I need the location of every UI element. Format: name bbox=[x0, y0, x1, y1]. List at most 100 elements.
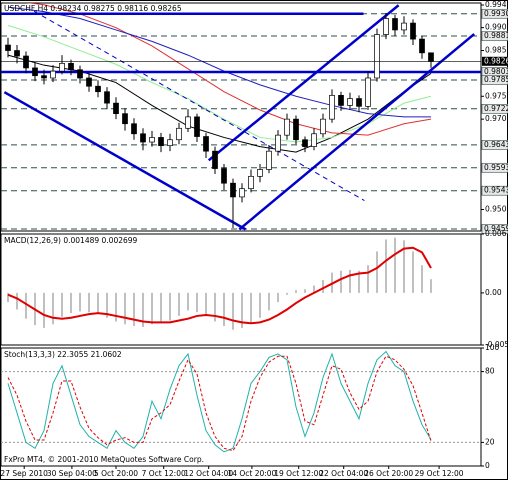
level-label: 0.96437 bbox=[484, 140, 508, 149]
level-label-box bbox=[481, 185, 508, 196]
level-label: 0.98032 bbox=[484, 67, 508, 76]
candle-body bbox=[194, 116, 200, 137]
macd-signal bbox=[7, 246, 432, 325]
level-label-box bbox=[481, 224, 508, 234]
candle-body bbox=[392, 18, 398, 31]
candle-body bbox=[401, 22, 407, 31]
candle-body bbox=[311, 133, 317, 147]
x-tick-label: 26 Oct 20:00 bbox=[364, 469, 413, 478]
price-title: USDCHF,H4 0.98234 0.98275 0.98116 0.9826… bbox=[4, 4, 182, 13]
candle-body bbox=[302, 139, 308, 147]
level-label: 0.94599 bbox=[484, 224, 508, 233]
level-label: 0.99304 bbox=[484, 9, 508, 18]
candle-body bbox=[347, 98, 353, 106]
candle-body bbox=[275, 134, 281, 152]
candle-body bbox=[410, 22, 416, 40]
candle-body bbox=[419, 38, 425, 54]
y-tick-label: 0.99000 bbox=[485, 23, 508, 32]
candle-body bbox=[356, 98, 362, 107]
y-tick-label: -0.005654 bbox=[485, 340, 508, 349]
y-tick-label: 0.97500 bbox=[485, 91, 508, 100]
level-label-box bbox=[481, 140, 508, 150]
x-tick-label: 19 Oct 12:00 bbox=[274, 469, 323, 478]
y-tick-label: 0.98500 bbox=[485, 46, 508, 55]
level-label-box bbox=[481, 162, 508, 173]
y-tick-label: 20 bbox=[485, 437, 495, 446]
stoch-line bbox=[7, 350, 432, 453]
candle-body bbox=[239, 188, 245, 198]
candle-body bbox=[140, 133, 146, 143]
trend-line bbox=[3, 91, 247, 231]
x-tick-label: 12 Oct 04:00 bbox=[184, 469, 233, 478]
candle-body bbox=[320, 118, 326, 135]
trend-line bbox=[238, 33, 475, 231]
level-label-box bbox=[481, 75, 508, 85]
candle-body bbox=[203, 136, 209, 152]
candle-body bbox=[374, 34, 380, 79]
trend-line bbox=[33, 10, 365, 202]
x-tick-label: 5 Oct 20:00 bbox=[94, 469, 138, 478]
candle-body bbox=[5, 44, 11, 51]
x-tick-label: 22 Oct 04:00 bbox=[319, 469, 368, 478]
candle-body bbox=[32, 67, 38, 77]
current-price-label: 0.98265 bbox=[484, 56, 508, 65]
candle-body bbox=[293, 118, 299, 141]
candle-body bbox=[113, 102, 119, 115]
x-tick-label: 7 Oct 12:00 bbox=[142, 469, 186, 478]
x-tick-label: 29 Oct 12:00 bbox=[415, 469, 464, 478]
candle-body bbox=[149, 137, 155, 143]
candle-body bbox=[266, 150, 272, 170]
candle-body bbox=[95, 85, 101, 93]
candle-body bbox=[131, 123, 137, 135]
candle-body bbox=[86, 77, 92, 87]
level-label: 0.97226 bbox=[484, 104, 508, 113]
candle-body bbox=[104, 91, 110, 104]
y-tick-label: 100 bbox=[485, 343, 500, 352]
candle-body bbox=[338, 95, 344, 106]
stoch-pane bbox=[0, 347, 482, 467]
x-tick-label: 30 Sep 04:00 bbox=[47, 469, 97, 478]
y-tick-label: 0.99495 bbox=[485, 0, 508, 9]
level-label-box bbox=[481, 104, 508, 114]
y-tick-label: 0 bbox=[485, 461, 490, 470]
candle-body bbox=[230, 182, 236, 198]
candle-body bbox=[248, 175, 254, 190]
macd-pane bbox=[0, 233, 482, 346]
trend-line bbox=[207, 4, 400, 162]
candle-body bbox=[158, 137, 164, 147]
candle-body bbox=[59, 62, 65, 72]
macd-title: MACD(12,26,9) 0.001489 0.002699 bbox=[4, 236, 138, 245]
candle-body bbox=[176, 127, 182, 141]
candle-body bbox=[257, 169, 263, 177]
y-tick-label: 0.006390 bbox=[485, 229, 508, 238]
x-tick-label: 27 Sep 2010 bbox=[0, 469, 48, 478]
candle-body bbox=[50, 70, 56, 79]
price-plot bbox=[1, 3, 481, 231]
candle-body bbox=[167, 139, 173, 147]
macd-plot bbox=[7, 237, 432, 330]
candle-body bbox=[383, 18, 389, 35]
candle-body bbox=[365, 77, 371, 107]
stoch-plot bbox=[1, 350, 481, 453]
stoch-line bbox=[7, 355, 432, 452]
candle-body bbox=[41, 75, 47, 79]
stoch-title: Stoch(13,3,3) 22.3055 21.0602 bbox=[4, 350, 122, 359]
footer: FxPro MT4, © 2001-2010 MetaQuotes Softwa… bbox=[4, 455, 204, 464]
candle-body bbox=[221, 168, 227, 184]
y-tick-label: 0.00 bbox=[485, 288, 502, 297]
level-label-box bbox=[481, 31, 508, 41]
candle-body bbox=[23, 55, 29, 69]
y-tick-label: 80 bbox=[485, 367, 495, 376]
candle-body bbox=[122, 113, 128, 125]
x-tick-label: 14 Oct 20:00 bbox=[227, 469, 276, 478]
candle-body bbox=[212, 150, 218, 169]
candle-body bbox=[329, 95, 335, 120]
candle-body bbox=[284, 118, 290, 136]
level-label: 0.97856 bbox=[484, 75, 508, 84]
y-tick-label: 0.97000 bbox=[485, 114, 508, 123]
candle-body bbox=[428, 52, 434, 62]
level-label: 0.95937 bbox=[484, 163, 508, 172]
